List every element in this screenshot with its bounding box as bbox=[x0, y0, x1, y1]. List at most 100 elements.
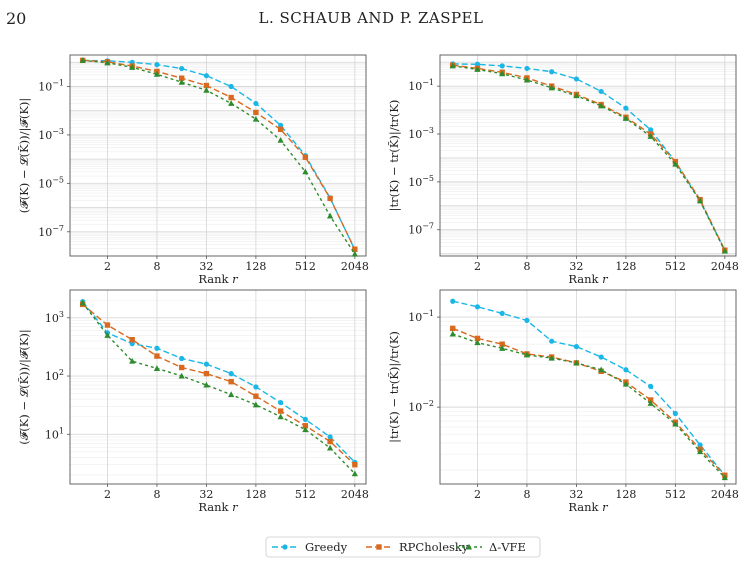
data-point-greedy bbox=[648, 127, 654, 133]
plot-frame bbox=[439, 54, 737, 257]
data-point-delta-vfe bbox=[721, 474, 728, 481]
legend-entry-greedy: Greedy bbox=[272, 540, 348, 554]
x-tick-label: 32 bbox=[569, 488, 583, 501]
page-number: 20 bbox=[6, 9, 27, 28]
plot-frame bbox=[439, 289, 737, 485]
legend-entry-delta-vfe: Δ-VFE bbox=[456, 540, 526, 554]
grid bbox=[70, 55, 366, 256]
y-tick-label: 10−1 bbox=[38, 79, 64, 94]
y-tick-label: 10−7 bbox=[38, 224, 64, 239]
data-point-delta-vfe bbox=[129, 357, 136, 364]
data-point-delta-vfe bbox=[523, 76, 531, 83]
x-tick-label: 2 bbox=[104, 488, 111, 501]
data-point-delta-vfe bbox=[499, 70, 506, 77]
data-point-delta-vfe bbox=[203, 86, 210, 93]
series-line-delta-vfe bbox=[82, 302, 356, 475]
legend-label: RPCholesky bbox=[399, 540, 469, 554]
x-tick-label: 128 bbox=[245, 260, 266, 273]
data-point-rpcholesky bbox=[352, 246, 358, 252]
data-point-delta-vfe bbox=[302, 426, 309, 433]
chart-panel-3: 2 8 32 128 512 2048 101 102 103 Rank r (𝓕(K) − 𝓛(K… bbox=[17, 289, 369, 514]
data-point-delta-vfe bbox=[104, 332, 111, 338]
data-point-rpcholesky bbox=[327, 195, 333, 202]
series-delta-vfe bbox=[79, 57, 358, 257]
data-point-rpcholesky bbox=[302, 154, 309, 160]
y-tick-label: 10−2 bbox=[408, 399, 434, 414]
x-tick-label: 2 bbox=[474, 260, 481, 273]
data-point-delta-vfe bbox=[351, 470, 358, 477]
y-axis-label: (𝓕(K) − 𝓛(K̃))/|𝓕(K)| bbox=[17, 98, 32, 214]
grid bbox=[440, 290, 736, 484]
series-line-rpcholesky bbox=[82, 303, 356, 466]
legend-marker bbox=[282, 544, 288, 550]
data-point-greedy bbox=[672, 410, 678, 417]
y-tick-label: 102 bbox=[45, 368, 64, 383]
data-point-rpcholesky bbox=[178, 364, 185, 371]
data-point-greedy bbox=[327, 434, 333, 440]
data-point-delta-vfe bbox=[647, 133, 654, 139]
series-delta-vfe bbox=[79, 299, 358, 477]
data-point-greedy bbox=[179, 355, 185, 362]
x-axis-label: Rank r bbox=[568, 272, 609, 286]
data-point-delta-vfe bbox=[277, 137, 284, 143]
x-tick-label: 128 bbox=[615, 260, 636, 273]
page-authors: L. SCHAUB AND P. ZASPEL bbox=[258, 9, 484, 27]
data-point-delta-vfe bbox=[474, 339, 481, 346]
y-axis-label: |tr(K) − tr(K̃)|/tr(K) bbox=[387, 331, 402, 443]
legend-marker bbox=[465, 543, 473, 550]
x-tick-label: 2048 bbox=[711, 488, 739, 501]
x-axis-label: Rank r bbox=[568, 500, 609, 514]
series-delta-vfe bbox=[449, 62, 728, 254]
series-line-greedy bbox=[82, 59, 356, 251]
series-line-delta-vfe bbox=[452, 65, 726, 252]
data-point-delta-vfe bbox=[104, 59, 111, 66]
data-point-rpcholesky bbox=[104, 322, 111, 328]
data-point-delta-vfe bbox=[79, 57, 86, 63]
data-point-delta-vfe bbox=[523, 351, 531, 358]
data-point-delta-vfe bbox=[548, 354, 555, 361]
data-point-rpcholesky bbox=[352, 462, 358, 468]
x-tick-label: 32 bbox=[199, 488, 213, 501]
data-point-greedy bbox=[203, 73, 210, 79]
legend-label: Δ-VFE bbox=[489, 540, 526, 554]
data-point-greedy bbox=[524, 65, 530, 72]
plot-frame bbox=[69, 289, 367, 485]
data-point-delta-vfe bbox=[499, 345, 506, 351]
x-axis-label: Rank r bbox=[198, 500, 239, 514]
data-point-delta-vfe bbox=[622, 115, 629, 121]
x-tick-label: 512 bbox=[665, 488, 686, 501]
x-tick-label: 8 bbox=[523, 488, 530, 501]
y-tick-label: 103 bbox=[45, 310, 64, 325]
data-point-greedy bbox=[524, 317, 530, 323]
data-point-delta-vfe bbox=[178, 372, 185, 379]
data-point-rpcholesky bbox=[228, 94, 234, 101]
data-point-delta-vfe bbox=[573, 92, 580, 99]
y-tick-label: 10−3 bbox=[38, 127, 64, 142]
data-point-rpcholesky bbox=[129, 337, 135, 343]
data-point-delta-vfe bbox=[548, 84, 555, 91]
y-axis-label: |tr(K) − tr(K̃)|/tr(K) bbox=[387, 100, 402, 212]
data-point-greedy bbox=[549, 338, 555, 344]
x-tick-label: 2048 bbox=[341, 488, 369, 501]
data-point-greedy bbox=[154, 345, 160, 351]
y-axis-label: (𝓕(K) − 𝓛(K̃))/|𝓕(K)| bbox=[17, 329, 32, 445]
data-point-greedy bbox=[499, 310, 505, 316]
series-greedy bbox=[80, 57, 358, 253]
plot-frame bbox=[69, 54, 367, 257]
data-point-rpcholesky bbox=[450, 325, 456, 332]
data-point-delta-vfe bbox=[672, 160, 679, 167]
x-tick-label: 2 bbox=[104, 260, 111, 273]
y-tick-label: 10−1 bbox=[408, 309, 434, 324]
data-point-rpcholesky bbox=[277, 126, 284, 133]
x-tick-label: 32 bbox=[199, 260, 213, 273]
data-point-delta-vfe bbox=[277, 413, 284, 420]
x-tick-label: 32 bbox=[569, 260, 583, 273]
data-point-delta-vfe bbox=[228, 391, 235, 398]
y-tick-label: 10−7 bbox=[408, 222, 434, 237]
data-point-delta-vfe bbox=[697, 197, 704, 204]
series-line-rpcholesky bbox=[82, 59, 356, 250]
grid bbox=[70, 290, 366, 484]
data-point-delta-vfe bbox=[252, 401, 259, 408]
data-point-delta-vfe bbox=[449, 62, 456, 69]
